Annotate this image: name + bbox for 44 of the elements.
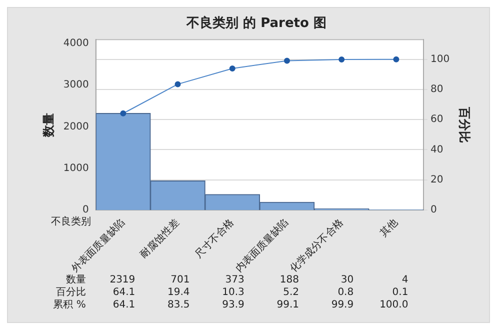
point bbox=[284, 58, 290, 64]
text: 701 bbox=[170, 274, 190, 286]
text: 累积 % bbox=[53, 300, 86, 311]
text: 99.1 bbox=[276, 300, 299, 311]
text: 188 bbox=[280, 274, 299, 286]
y-tick-label: 0 bbox=[82, 204, 89, 216]
point bbox=[120, 110, 126, 116]
text: 10.3 bbox=[222, 287, 244, 298]
y-tick-label: 4000 bbox=[63, 38, 89, 49]
text: 4 bbox=[402, 274, 408, 286]
y2-tick-label: 40 bbox=[430, 144, 444, 156]
text: 数量 bbox=[66, 274, 86, 286]
text: 30 bbox=[340, 274, 354, 286]
x-tick-label: 其他 bbox=[378, 216, 400, 240]
y-axis-title: 数量 bbox=[41, 112, 56, 138]
y2-axis-title: 百分比 bbox=[458, 106, 472, 143]
x-tick-label: 耐腐蚀性差 bbox=[138, 216, 182, 261]
point bbox=[338, 56, 345, 62]
text: 100.0 bbox=[380, 300, 408, 311]
point bbox=[174, 81, 181, 88]
y-tick-label: 1000 bbox=[63, 162, 89, 174]
text: 99.9 bbox=[331, 300, 354, 311]
text: 0.8 bbox=[338, 287, 354, 298]
text: 83.5 bbox=[168, 300, 190, 311]
y2-tick-label: 60 bbox=[430, 114, 444, 126]
text: 64.1 bbox=[112, 300, 136, 311]
text: 373 bbox=[225, 274, 244, 286]
y2-tick-label: 20 bbox=[430, 174, 444, 186]
text: 64.1 bbox=[112, 287, 136, 298]
text: 5.2 bbox=[283, 287, 299, 298]
point bbox=[393, 56, 400, 62]
y2-tick-label: 0 bbox=[430, 204, 437, 216]
y2-tick-label: 100 bbox=[430, 54, 450, 65]
chart-title: 不良类别 的 Pareto 图 bbox=[186, 15, 326, 32]
text: 2319 bbox=[110, 274, 136, 286]
text: 百分比 bbox=[56, 286, 86, 298]
y-tick-label: 3000 bbox=[63, 80, 89, 91]
point bbox=[229, 66, 236, 72]
y-tick-label: 2000 bbox=[63, 121, 89, 132]
text: 19.4 bbox=[168, 287, 190, 298]
y2-tick-label: 80 bbox=[430, 84, 444, 96]
text: 93.9 bbox=[222, 300, 244, 311]
text: 0.1 bbox=[392, 287, 408, 298]
x-axis-title: 不良类别 bbox=[50, 216, 91, 228]
